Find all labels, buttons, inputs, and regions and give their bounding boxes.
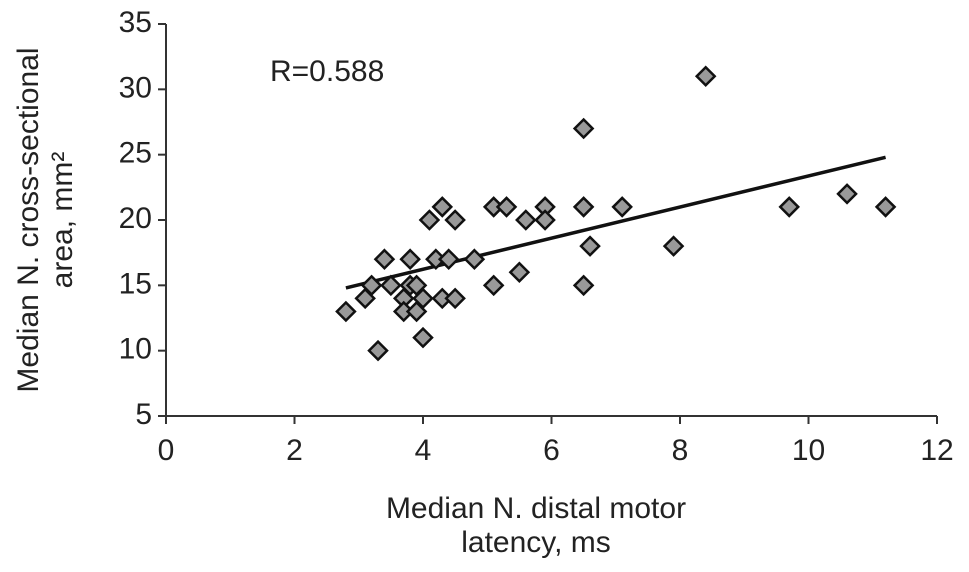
point [495, 196, 518, 218]
y-axis-label: Median N. cross-sectional [12, 47, 45, 392]
point [412, 287, 434, 310]
point [399, 248, 421, 270]
y-tick-label: 10 [119, 333, 152, 366]
point [662, 235, 685, 257]
x-tick-label: 2 [286, 434, 303, 467]
point [515, 209, 537, 231]
point [694, 65, 717, 88]
point [431, 196, 454, 218]
x-axis-label: Median N. distal motor [386, 492, 686, 525]
point [572, 274, 595, 297]
x-tick-label: 10 [792, 434, 825, 467]
y-tick-label: 25 [119, 137, 152, 170]
x-tick-label: 12 [920, 434, 953, 467]
y-tick-label: 30 [119, 71, 152, 104]
point [437, 248, 460, 270]
annotation: R=0.588 [270, 55, 384, 88]
point [572, 117, 595, 140]
point [778, 196, 800, 218]
point [373, 248, 396, 270]
point [534, 209, 556, 231]
point [412, 326, 434, 349]
point [444, 209, 466, 231]
x-axis-label: latency, ms [461, 526, 611, 559]
y-tick-label: 20 [119, 202, 152, 235]
x-tick-label: 4 [415, 434, 432, 467]
point [418, 209, 441, 231]
y-tick-label: 5 [135, 398, 152, 431]
y-tick-label: 15 [119, 267, 152, 300]
point [874, 196, 897, 218]
point [380, 274, 402, 297]
x-tick-label: 0 [158, 434, 175, 467]
point [463, 248, 486, 270]
point [335, 300, 357, 323]
point [572, 196, 595, 218]
point [579, 235, 601, 257]
point [611, 196, 633, 218]
point [444, 287, 466, 310]
y-axis-label: area, mm² [46, 152, 79, 289]
x-tick-label: 8 [672, 434, 689, 467]
x-tick-label: 6 [543, 434, 560, 467]
y-tick-label: 35 [119, 6, 152, 39]
point [836, 183, 858, 205]
point [360, 274, 383, 297]
point [508, 261, 531, 284]
point [482, 274, 505, 297]
point [367, 339, 389, 362]
